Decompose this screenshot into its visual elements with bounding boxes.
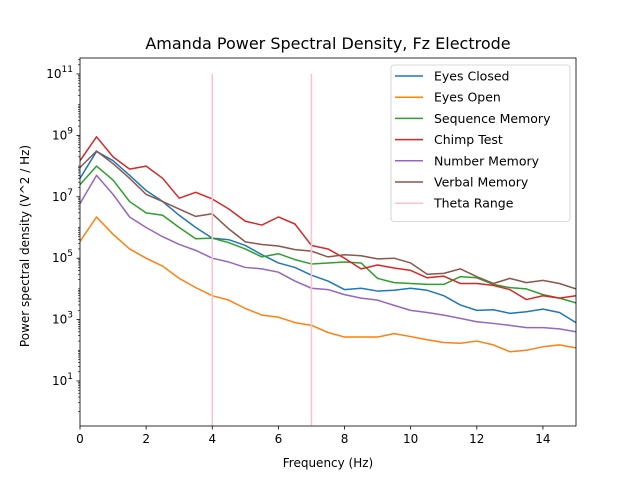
x-tick-label-2: 2 [142, 432, 150, 446]
x-tick-label-0: 0 [76, 432, 84, 446]
axes-layer: 0 2 4 6 8 10 12 14 101 103 105 107 109 1011 [46, 57, 577, 446]
x-tick-label-6: 6 [275, 432, 283, 446]
legend-label-sequence-memory: Sequence Memory [434, 111, 551, 126]
series-line-sequence-memory [80, 165, 576, 304]
legend-label-eyes-closed: Eyes Closed [434, 69, 509, 84]
chart-title: Amanda Power Spectral Density, Fz Electr… [145, 34, 510, 53]
legend-label-theta-range: Theta Range [433, 196, 514, 211]
x-axis-label: Frequency (Hz) [283, 456, 374, 470]
series-layer [80, 74, 576, 426]
legend: Eyes Closed Eyes Open Sequence Memory Chimp… [390, 64, 571, 222]
y-axis-label: Power spectral density (V^2 / Hz) [18, 145, 32, 347]
series-line-eyes-open [80, 216, 576, 353]
x-tick-label-8: 8 [341, 432, 349, 446]
series-group [80, 74, 576, 426]
series-line-verbal-memory [80, 150, 576, 290]
x-tick-label-14: 14 [535, 432, 550, 446]
y-tick-label-9: 109 [52, 126, 73, 142]
x-tick-label-12: 12 [469, 432, 484, 446]
axes-frame [79, 57, 577, 427]
y-tick-label-3: 103 [52, 311, 73, 327]
x-tick-label-4: 4 [208, 432, 216, 446]
y-tick-label-7: 107 [52, 188, 73, 204]
y-tick-label-5: 105 [52, 249, 73, 265]
series-line-number-memory [80, 174, 576, 333]
y-tick-label-1: 101 [52, 372, 73, 388]
legend-label-eyes-open: Eyes Open [434, 90, 501, 105]
legend-label-chimp-test: Chimp Test [434, 132, 503, 147]
y-tick-label-11: 1011 [46, 65, 73, 81]
x-tick-label-10: 10 [403, 432, 418, 446]
legend-label-number-memory: Number Memory [434, 153, 540, 168]
series-line-chimp-test [80, 136, 576, 301]
legend-label-verbal-memory: Verbal Memory [434, 175, 529, 190]
legend-box [390, 64, 571, 222]
